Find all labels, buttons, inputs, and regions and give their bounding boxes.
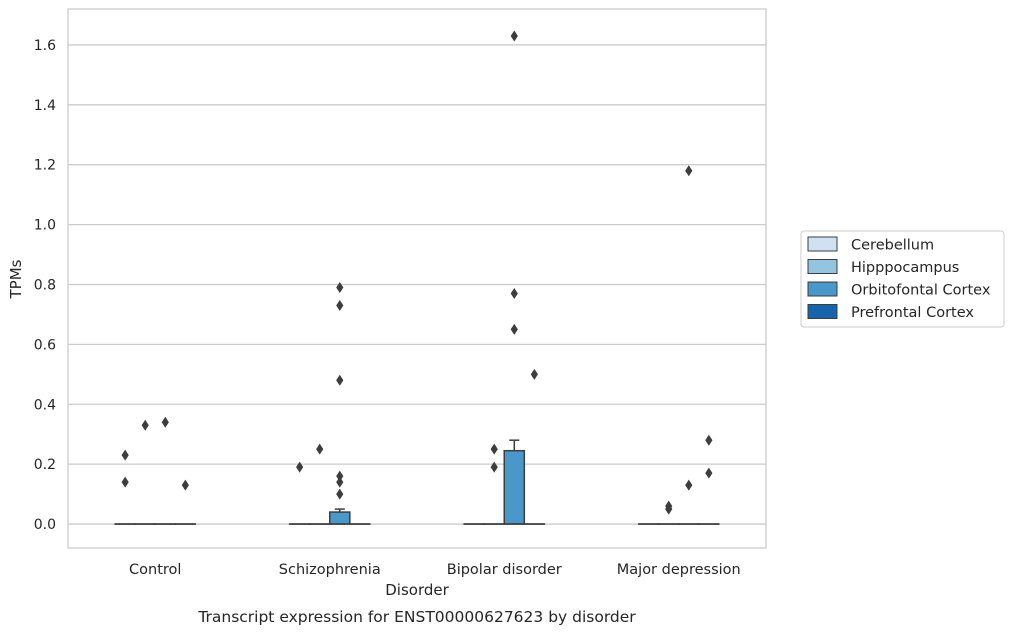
plot-background: [68, 9, 766, 548]
outlier-point-orbitofontal-cortex: [336, 299, 344, 311]
y-tick-label: 0.4: [34, 397, 56, 413]
legend-swatch-prefrontal-cortex: [807, 304, 838, 319]
boxes: [114, 439, 720, 525]
legend-label: Prefrontal Cortex: [851, 305, 974, 321]
legend-frame: [800, 230, 1005, 328]
outlier-point-orbitofontal-cortex: [510, 287, 518, 299]
legend-label: Hipppocampus: [851, 260, 959, 276]
outlier-point-prefrontal-cortex: [705, 434, 713, 446]
outlier-point-orbitofontal-cortex: [685, 165, 693, 177]
y-tick-label: 0.8: [34, 277, 56, 293]
outlier-point-orbitofontal-cortex: [336, 374, 344, 386]
box-orbitofontal-cortex: [503, 449, 526, 525]
outlier-point-cerebellum: [296, 461, 304, 473]
outlier-point-hipppocampus: [490, 461, 498, 473]
outlier-point-hipppocampus: [316, 443, 324, 455]
y-tick-label: 1.0: [34, 218, 56, 234]
outlier-point-orbitofontal-cortex: [336, 488, 344, 500]
y-tick-label: 1.6: [34, 38, 56, 54]
outlier-point-hipppocampus: [490, 443, 498, 455]
x-tick-label: Schizophrenia: [279, 562, 381, 578]
legend-swatch-hipppocampus: [807, 259, 838, 274]
outlier-point-orbitofontal-cortex: [161, 416, 169, 428]
legend-swatch-cerebellum: [807, 236, 838, 252]
outlier-point-prefrontal-cortex: [181, 479, 189, 491]
outlier-point-orbitofontal-cortex: [685, 479, 693, 491]
legend-label: Cerebellum: [851, 238, 934, 254]
box-orbitofontal-cortex: [329, 511, 351, 525]
legend-swatch-orbitofontal-cortex: [807, 281, 838, 297]
x-tick-label: Major depression: [617, 562, 741, 578]
y-tick-label: 0.0: [34, 517, 56, 533]
y-tick-labels: 0.0 0.2 0.4 0.6 0.8 1.0 1.2 1.4 1.6: [34, 38, 56, 533]
y-tick-label: 0.2: [34, 457, 56, 473]
x-axis-label: Disorder: [385, 581, 449, 599]
y-tick-label: 1.2: [34, 158, 56, 174]
outlier-point-orbitofontal-cortex: [336, 476, 344, 488]
legend-label: Orbitofontal Cortex: [851, 283, 991, 299]
outlier-point-orbitofontal-cortex: [510, 323, 518, 335]
y-tick-label: 1.4: [34, 98, 56, 114]
x-tick-labels: Control Schizophrenia Bipolar disorder Majo…: [129, 562, 741, 578]
outliers: [121, 30, 713, 515]
outlier-point-cerebellum: [121, 449, 129, 461]
x-tick-label: Control: [129, 562, 181, 578]
legend: Cerebellum Hipppocampus Orbitofontal Corte…: [800, 230, 1005, 328]
outlier-point-orbitofontal-cortex: [510, 30, 518, 42]
outlier-point-hipppocampus: [141, 419, 149, 431]
outlier-point-cerebellum: [121, 476, 129, 488]
y-tick-label: 0.6: [34, 337, 56, 353]
y-axis-label: TPMs: [7, 259, 25, 299]
outlier-point-hipppocampus: [665, 503, 673, 515]
outlier-point-orbitofontal-cortex: [336, 470, 344, 482]
outlier-point-orbitofontal-cortex: [336, 281, 344, 293]
outlier-point-prefrontal-cortex: [705, 467, 713, 479]
plot-frame: [67, 8, 767, 549]
chart-title: Transcript expression for ENST0000062762…: [197, 608, 636, 626]
x-tick-label: Bipolar disorder: [447, 562, 562, 578]
grid: [68, 44, 766, 525]
outlier-point-prefrontal-cortex: [530, 368, 538, 380]
